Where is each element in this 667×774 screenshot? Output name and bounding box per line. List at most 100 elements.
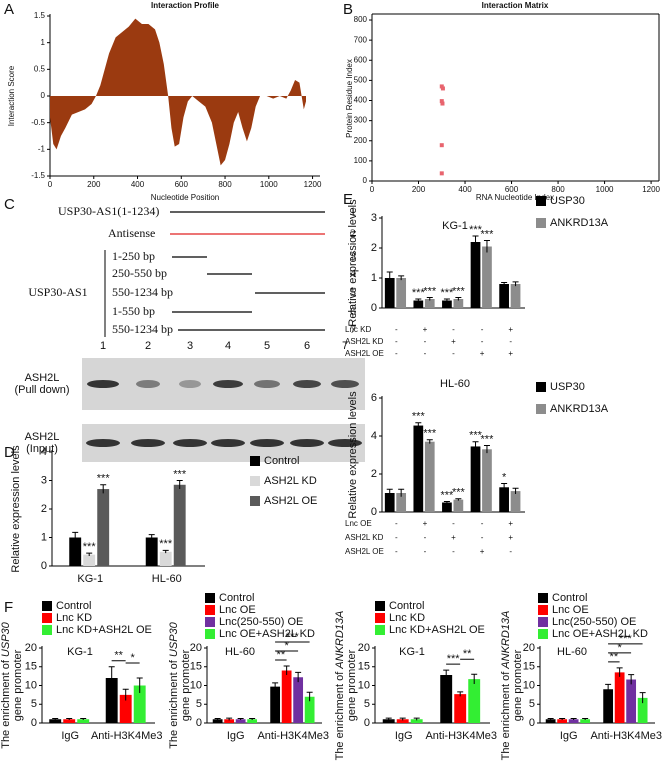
- y-tick-label: 400: [354, 96, 368, 105]
- condition-sign: -: [424, 533, 427, 542]
- y-axis-label: gene promoter: [12, 649, 24, 721]
- y-tick-label: 10: [25, 679, 37, 691]
- blot-row-label: ASH2L: [25, 372, 60, 384]
- condition-sign: -: [452, 349, 455, 358]
- legend-label: ANKRD13A: [550, 217, 609, 229]
- construct-name: 1-250 bp: [112, 249, 155, 263]
- blot-band: [179, 380, 201, 388]
- condition-sign: +: [423, 519, 428, 528]
- y-axis-label-gene: USP30: [0, 621, 12, 657]
- panel-label: F: [4, 599, 13, 616]
- y-tick-label: 5: [196, 698, 202, 710]
- legend-swatch: [538, 617, 548, 627]
- y-axis-label-part: The enrichment of: [334, 669, 346, 761]
- condition-sign: +: [508, 519, 513, 528]
- construct-number: 1: [350, 204, 356, 218]
- bar: [63, 719, 76, 723]
- error-bar: [547, 718, 554, 720]
- error-bar: [512, 281, 519, 287]
- significance: ***: [441, 287, 455, 299]
- bar: [510, 284, 521, 308]
- error-bar: [214, 718, 221, 720]
- lane-label: 2: [145, 340, 151, 352]
- condition-sign: -: [424, 547, 427, 556]
- lane-label: 3: [187, 340, 193, 352]
- y-tick-label: 0: [41, 91, 46, 100]
- error-bar: [386, 271, 393, 284]
- x-tick-label: Anti-H3K4Me3: [425, 730, 497, 742]
- y-tick-label: 0.5: [34, 64, 46, 73]
- condition-sign: +: [480, 349, 485, 358]
- bar: [424, 299, 435, 308]
- error-bar: [295, 671, 302, 683]
- x-tick-label: 200: [87, 180, 101, 189]
- error-bar: [272, 682, 279, 691]
- legend-label: Control: [389, 600, 424, 612]
- comparison-label: **: [277, 649, 286, 661]
- construct-number: 3: [350, 249, 356, 263]
- bar: [382, 719, 395, 723]
- y-tick-label: 20: [358, 642, 370, 654]
- comparison-label: *: [617, 642, 622, 654]
- significance: ***: [452, 285, 466, 297]
- y-tick-label: 0: [31, 717, 37, 729]
- condition-sign: +: [508, 349, 513, 358]
- bar: [568, 719, 579, 723]
- legend-label: Control: [264, 455, 299, 467]
- point: [440, 101, 445, 106]
- y-axis-label: Relative expression levels: [10, 445, 22, 573]
- y-tick-label: 5: [31, 698, 37, 710]
- bar: [281, 670, 292, 723]
- y-tick-label: -1.5: [31, 171, 45, 180]
- bar: [159, 551, 172, 566]
- error-bar: [471, 673, 478, 684]
- y-tick-label: 1: [41, 38, 46, 47]
- x-tick-label: IgG: [395, 730, 413, 742]
- y-tick-label: 15: [358, 661, 370, 673]
- bar: [482, 246, 492, 308]
- blot-band: [293, 380, 321, 388]
- point: [439, 99, 444, 104]
- significance: ***: [481, 228, 495, 240]
- condition-label: ASH2L OE: [345, 547, 384, 556]
- chart-title: Interaction Matrix: [482, 1, 549, 10]
- legend-swatch: [250, 476, 260, 486]
- bar: [482, 449, 492, 512]
- blot-band: [86, 439, 120, 447]
- comparison-label: *: [130, 652, 135, 664]
- y-tick-label: 0: [529, 717, 535, 729]
- chart-title: KG-1: [442, 220, 468, 232]
- y-axis-label-part: The enrichment of: [500, 669, 512, 761]
- panel-label: B: [343, 1, 353, 18]
- y-axis-label: The enrichment of ANKRD13A: [500, 611, 512, 761]
- significance: *: [502, 471, 507, 483]
- legend-swatch: [538, 605, 548, 615]
- significance: ***: [173, 468, 187, 480]
- error-bar: [455, 498, 462, 501]
- error-bar: [136, 677, 143, 693]
- bar: [384, 493, 395, 512]
- bar: [557, 719, 568, 723]
- y-axis-label: Interaction Score: [7, 65, 16, 126]
- panel-label: D: [4, 444, 15, 461]
- construct-number: 6: [350, 304, 356, 318]
- bar: [453, 299, 464, 308]
- significance: ***: [412, 411, 426, 423]
- y-tick-label: 1.5: [34, 11, 46, 20]
- y-axis-label: gene promoter: [346, 649, 358, 721]
- construct-name: 550-1234 bp: [112, 285, 173, 299]
- bar: [304, 696, 315, 723]
- legend-label: Lnc KD: [389, 612, 425, 624]
- x-tick-label: Anti-H3K4Me3: [91, 730, 163, 742]
- condition-sign: +: [423, 325, 428, 334]
- error-bar: [472, 235, 479, 248]
- error-bar: [148, 534, 155, 541]
- bar: [440, 675, 453, 723]
- significance: ***: [469, 430, 483, 442]
- y-tick-label: 10: [523, 679, 535, 691]
- blot-band: [331, 380, 359, 388]
- legend-label: Lnc(250-550) OE: [552, 616, 636, 628]
- x-tick-label: 600: [505, 185, 519, 194]
- y-tick-label: 5: [364, 698, 370, 710]
- y-tick-label: 20: [25, 642, 37, 654]
